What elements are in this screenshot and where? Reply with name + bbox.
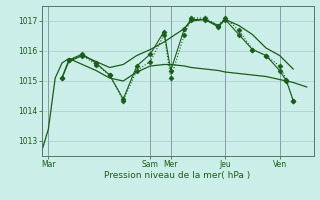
X-axis label: Pression niveau de la mer( hPa ): Pression niveau de la mer( hPa ) [104, 171, 251, 180]
